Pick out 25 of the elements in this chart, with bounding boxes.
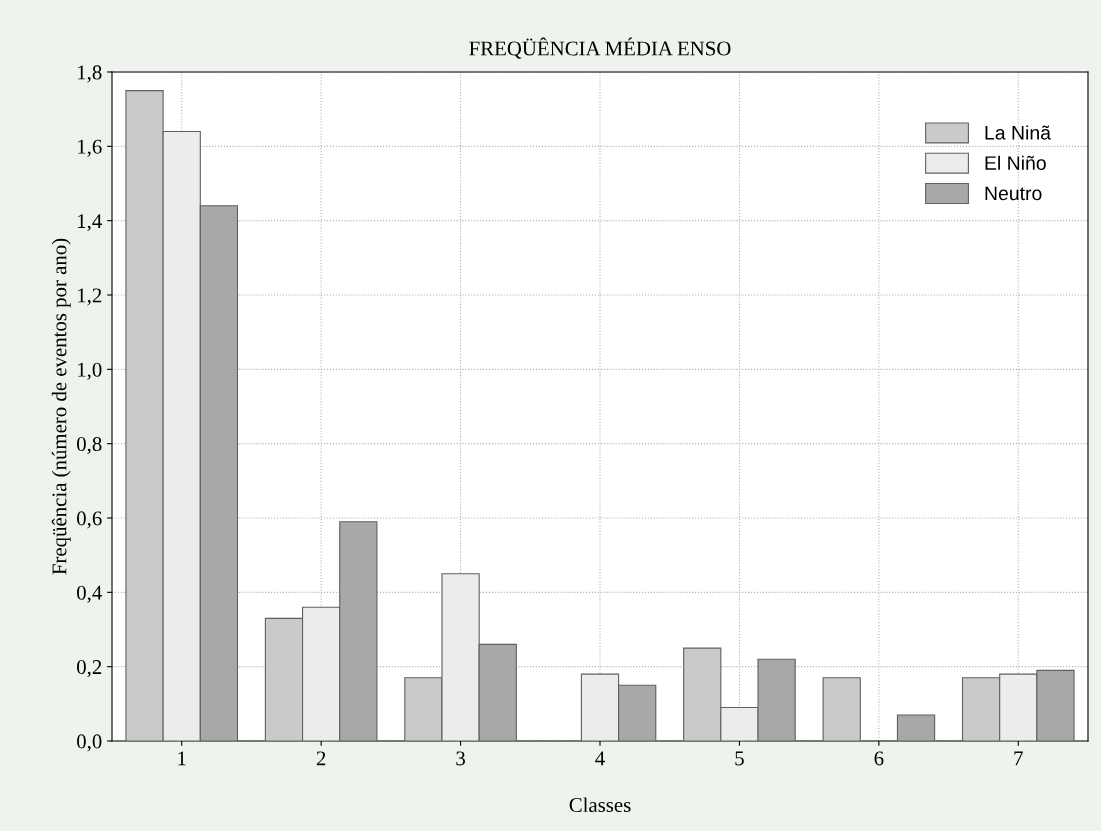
bar [896, 714, 936, 741]
x-tick-label: 4 [595, 751, 605, 766]
x-tick-label: 1 [178, 751, 186, 766]
y-tick-label: 0,0 [77, 734, 102, 752]
y-tick-label: 0,6 [77, 511, 102, 529]
y-tick-label: 1,8 [78, 65, 102, 83]
y-tick-label: 1,4 [78, 214, 102, 232]
y-tick-label: 0,4 [77, 585, 102, 603]
y-tick-label: 0,2 [77, 660, 102, 678]
x-tick-label: 2 [316, 751, 326, 766]
x-tick-label: 6 [874, 751, 884, 766]
chart-title: FREQÜÊNCIA MÉDIA ENSO [469, 37, 731, 59]
legend-label: El Niño [985, 155, 1046, 170]
legend-label: Neutro [985, 186, 1042, 201]
y-tick-label: 1,6 [78, 139, 102, 157]
x-tick-label: 7 [1014, 751, 1023, 766]
x-tick-label: 3 [456, 751, 465, 766]
x-tick-label: 5 [735, 751, 744, 766]
y-tick-label: 1,0 [78, 362, 102, 380]
x-axis-title: Classes [569, 797, 631, 813]
y-tick-label: 1,2 [78, 288, 102, 306]
y-axis-title: Freqüência (número de eventos por ano) [51, 238, 71, 575]
legend-label: La Ninã [985, 125, 1051, 140]
y-tick-label: 0,8 [77, 437, 102, 455]
bar [822, 677, 861, 741]
